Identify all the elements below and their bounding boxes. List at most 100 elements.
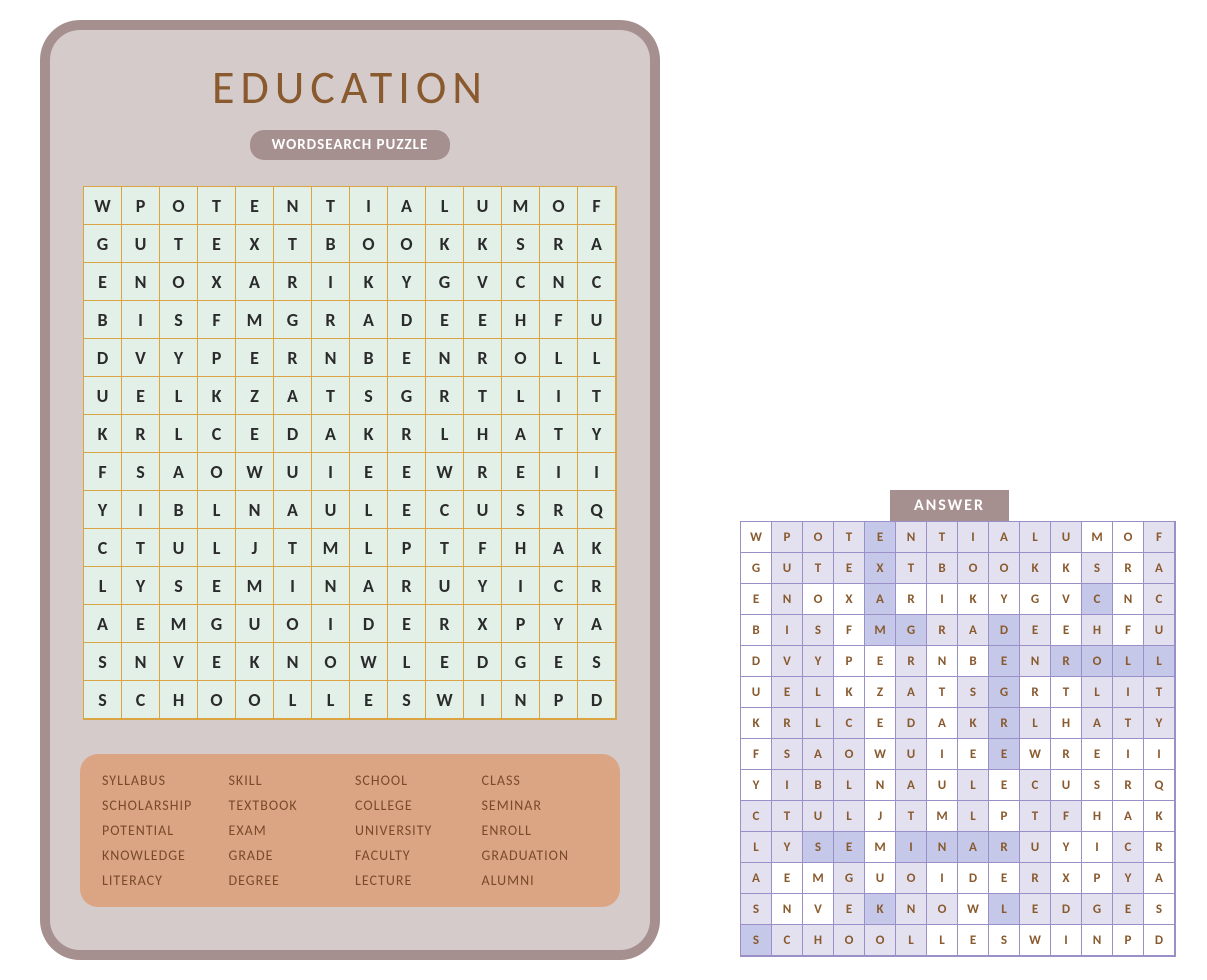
answer-cell: I — [1051, 925, 1082, 956]
answer-cell: X — [1051, 863, 1082, 894]
answer-cell: O — [896, 863, 927, 894]
answer-cell: E — [1020, 894, 1051, 925]
answer-cell: S — [803, 832, 834, 863]
grid-cell: O — [312, 643, 350, 681]
answer-cell: E — [834, 832, 865, 863]
grid-cell: I — [312, 263, 350, 301]
grid-cell: M — [312, 529, 350, 567]
grid-cell: R — [426, 605, 464, 643]
answer-cell: C — [772, 925, 803, 956]
answer-cell: E — [865, 708, 896, 739]
answer-cell: R — [1113, 553, 1144, 584]
word-list-item: ALUMNI — [482, 872, 599, 889]
grid-cell: F — [578, 187, 616, 225]
answer-cell: N — [1082, 925, 1113, 956]
word-list-item: SYLLABUS — [102, 772, 219, 789]
answer-cell: K — [958, 584, 989, 615]
grid-cell: U — [122, 225, 160, 263]
answer-cell: R — [989, 832, 1020, 863]
answer-cell: H — [803, 925, 834, 956]
grid-cell: V — [160, 643, 198, 681]
answer-cell: N — [865, 770, 896, 801]
grid-cell: R — [388, 415, 426, 453]
grid-cell: L — [160, 415, 198, 453]
answer-cell: Y — [989, 584, 1020, 615]
grid-cell: T — [540, 415, 578, 453]
grid-cell: H — [502, 529, 540, 567]
grid-cell: R — [122, 415, 160, 453]
answer-cell: J — [865, 801, 896, 832]
answer-cell: S — [803, 615, 834, 646]
answer-cell: T — [1020, 801, 1051, 832]
answer-cell: E — [989, 739, 1020, 770]
answer-cell: A — [927, 708, 958, 739]
grid-cell: M — [160, 605, 198, 643]
answer-cell: U — [1020, 832, 1051, 863]
grid-cell: R — [274, 263, 312, 301]
grid-cell: G — [388, 377, 426, 415]
grid-cell: T — [122, 529, 160, 567]
grid-cell: S — [160, 301, 198, 339]
answer-cell: L — [1020, 522, 1051, 553]
grid-cell: K — [426, 225, 464, 263]
grid-cell: K — [350, 415, 388, 453]
grid-cell: J — [236, 529, 274, 567]
grid-cell: V — [464, 263, 502, 301]
grid-cell: S — [578, 643, 616, 681]
answer-cell: X — [865, 553, 896, 584]
grid-cell: L — [426, 187, 464, 225]
grid-cell: U — [464, 187, 502, 225]
answer-cell: A — [865, 584, 896, 615]
answer-label: ANSWER — [890, 490, 1009, 521]
grid-cell: M — [502, 187, 540, 225]
grid-cell: A — [160, 453, 198, 491]
answer-cell: O — [834, 925, 865, 956]
answer-cell: K — [834, 677, 865, 708]
answer-cell: E — [772, 677, 803, 708]
answer-cell: L — [989, 894, 1020, 925]
answer-cell: S — [741, 894, 772, 925]
grid-cell: E — [236, 187, 274, 225]
answer-cell: K — [1051, 553, 1082, 584]
grid-cell: K — [198, 377, 236, 415]
answer-cell: G — [896, 615, 927, 646]
answer-cell: T — [772, 801, 803, 832]
word-list-item: LECTURE — [355, 872, 472, 889]
grid-cell: Z — [236, 377, 274, 415]
grid-cell: H — [464, 415, 502, 453]
answer-cell: C — [1020, 770, 1051, 801]
word-list-item: SCHOLARSHIP — [102, 797, 219, 814]
grid-cell: E — [236, 415, 274, 453]
answer-cell: X — [834, 584, 865, 615]
answer-cell: S — [1144, 894, 1175, 925]
grid-cell: K — [578, 529, 616, 567]
answer-cell: Y — [741, 770, 772, 801]
grid-cell: A — [350, 301, 388, 339]
answer-cell: D — [896, 708, 927, 739]
grid-cell: F — [84, 453, 122, 491]
answer-cell: T — [1113, 708, 1144, 739]
grid-cell: R — [464, 453, 502, 491]
grid-cell: A — [578, 225, 616, 263]
word-list-item: FACULTY — [355, 847, 472, 864]
answer-cell: R — [896, 646, 927, 677]
answer-cell: S — [958, 677, 989, 708]
answer-cell: G — [834, 863, 865, 894]
grid-cell: A — [274, 491, 312, 529]
answer-cell: L — [1144, 646, 1175, 677]
answer-cell: Y — [1113, 863, 1144, 894]
grid-cell: M — [236, 567, 274, 605]
grid-cell: E — [198, 643, 236, 681]
answer-cell: T — [834, 522, 865, 553]
answer-cell: T — [896, 801, 927, 832]
grid-cell: N — [122, 643, 160, 681]
grid-cell: N — [236, 491, 274, 529]
answer-cell: F — [1144, 522, 1175, 553]
grid-cell: T — [274, 225, 312, 263]
answer-cell: Y — [803, 646, 834, 677]
grid-cell: F — [198, 301, 236, 339]
grid-cell: W — [236, 453, 274, 491]
answer-cell: T — [927, 677, 958, 708]
answer-cell: O — [803, 584, 834, 615]
answer-cell: O — [1082, 646, 1113, 677]
